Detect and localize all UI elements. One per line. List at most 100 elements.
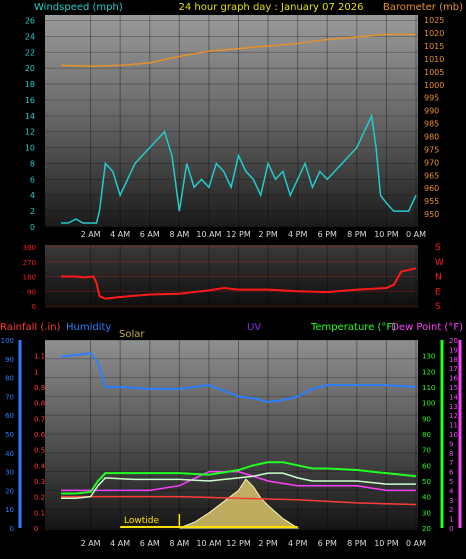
dewpoint-line (61, 472, 416, 499)
rain-tick-label: 0.8 (34, 400, 45, 408)
barometer-tick-label: 1015 (424, 42, 444, 51)
wind-panel-bg (45, 15, 418, 227)
uv-tick-label: 7 (449, 459, 453, 467)
barometer-tick-label: 980 (424, 133, 439, 142)
direction-tick-label: 270 (23, 259, 36, 267)
compass-tick-label: W (435, 258, 444, 268)
compass-tick-label: E (435, 287, 441, 297)
climate-grid (45, 339, 418, 530)
barometer-tick-label: 960 (424, 184, 439, 193)
x-tick-label-bottom: 8 AM (169, 539, 189, 548)
chart-marks (60, 33, 417, 529)
rain-tick-label: 0.5 (34, 447, 45, 455)
uv-tick-label: 2 (449, 506, 453, 514)
wind-tick-label: 22 (25, 48, 35, 57)
humidity-tick-label: 30 (5, 469, 14, 477)
compass-tick-label: S (435, 302, 441, 312)
dewpoint-label: Dew Point (°F) (391, 322, 463, 333)
wind-grid (45, 15, 418, 228)
x-tick-label-top: 8 AM (169, 230, 189, 239)
uv-tick-label: 8 (449, 450, 453, 458)
x-tick-label-top: 12 PM (226, 230, 251, 239)
temperature-tick-label: 60 (422, 462, 431, 470)
uv-line (61, 470, 416, 492)
temperature-tick-label: 110 (422, 384, 435, 392)
rainfall-label: Rainfall (.in) (0, 322, 61, 333)
lowtide-label: Lowtide (124, 516, 159, 526)
wind-tick-label: 12 (25, 128, 35, 137)
uv-tick-label: 10 (449, 431, 458, 439)
x-tick-label-bottom: 4 AM (110, 539, 130, 548)
x-tick-label-top: 4 PM (288, 230, 307, 239)
humidity-tick-label: 20 (5, 487, 14, 495)
rain-tick-label: 0.1 (34, 509, 45, 517)
wind-tick-label: 26 (25, 17, 35, 26)
barometer-line (60, 33, 416, 67)
rain-tick-label: 0 (34, 525, 38, 533)
x-tick-label-top: 6 AM (140, 230, 160, 239)
solar-label: Solar (119, 329, 145, 340)
uv-tick-label: 15 (449, 384, 458, 392)
uv-tick-label: 11 (449, 422, 458, 430)
x-tick-label-bottom: 6 PM (318, 539, 337, 548)
uv-tick-label: 6 (449, 469, 454, 477)
direction-tick-label: 0 (32, 303, 36, 311)
humidity-tick-label: 100 (1, 337, 14, 345)
x-tick-label-top: 8 PM (347, 230, 366, 239)
wind-tick-label: 4 (30, 191, 35, 200)
barometer-tick-label: 1000 (424, 81, 444, 90)
x-tick-label-bottom: 0 AM (406, 539, 426, 548)
direction-tick-label: 360 (23, 244, 36, 252)
rain-tick-label: 0.7 (34, 415, 45, 423)
barometer-tick-label: 1025 (424, 16, 444, 25)
barometer-axis-title: Barometer (mb) (383, 2, 463, 13)
x-tick-label-bottom: 10 AM (196, 539, 221, 548)
humidity-tick-label: 40 (5, 450, 14, 458)
barometer-tick-label: 975 (424, 145, 439, 154)
barometer-tick-label: 1010 (424, 55, 444, 64)
rain-tick-label: 0.6 (34, 431, 46, 439)
temperature-line (61, 461, 417, 495)
graph-title: 24 hour graph day : January 07 2026 (179, 2, 364, 13)
uv-tick-label: 9 (449, 440, 453, 448)
uv-tick-label: 13 (449, 403, 458, 411)
wind-tick-label: 18 (25, 80, 35, 89)
humidity-tick-label: 10 (5, 506, 14, 514)
uv-tick-label: 19 (449, 346, 458, 354)
x-tick-label-top: 0 AM (406, 230, 426, 239)
x-tick-label-bottom: 4 PM (288, 539, 307, 548)
wind-tick-label: 0 (30, 223, 35, 232)
humidity-tick-label: 50 (5, 431, 14, 439)
solar-area (179, 478, 300, 529)
direction-grid (45, 245, 418, 308)
uv-tick-label: 1 (449, 516, 453, 524)
uv-tick-label: 14 (449, 393, 458, 401)
temperature-tick-label: 30 (422, 509, 431, 517)
humidity-label: Humidity (66, 322, 111, 333)
temperature-tick-label: 20 (422, 525, 431, 533)
temperature-tick-label: 40 (422, 494, 431, 502)
barometer-tick-label: 1020 (424, 29, 444, 38)
temperature-tick-label: 120 (422, 368, 435, 376)
x-tick-label-top: 10 AM (196, 230, 221, 239)
temperature-tick-label: 90 (422, 415, 431, 423)
x-tick-label-top: 2 AM (81, 230, 101, 239)
barometer-tick-label: 1005 (424, 68, 444, 77)
temperature-tick-label: 50 (422, 478, 431, 486)
barometer-tick-label: 990 (424, 107, 439, 116)
barometer-tick-label: 985 (424, 120, 439, 129)
uv-tick-label: 17 (449, 365, 458, 373)
humidity-tick-label: 0 (10, 525, 14, 533)
x-tick-label-top: 10 PM (374, 230, 399, 239)
x-tick-label-top: 2 PM (258, 230, 277, 239)
windspeed-axis-title: Windspeed (mph) (34, 2, 123, 13)
wind-tick-label: 8 (30, 159, 35, 168)
barometer-tick-label: 950 (424, 210, 439, 219)
x-tick-label-bottom: 12 PM (226, 539, 251, 548)
uv-label: UV (247, 322, 261, 333)
uv-tick-label: 16 (449, 375, 458, 383)
wind-tick-label: 2 (30, 207, 35, 216)
rain-tick-label: 0.4 (34, 462, 46, 470)
temperature-tick-label: 80 (422, 431, 431, 439)
